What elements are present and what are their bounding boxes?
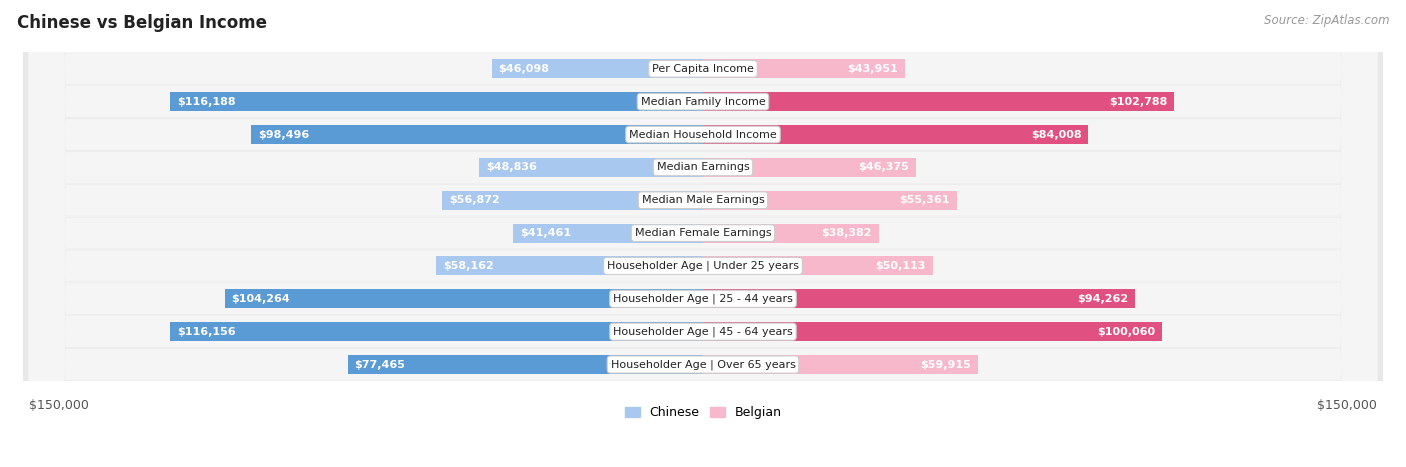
Bar [513,224,703,243]
Text: Householder Age | 45 - 64 years: Householder Age | 45 - 64 years [613,326,793,337]
FancyBboxPatch shape [28,0,1378,467]
Text: $38,382: $38,382 [821,228,872,238]
Text: Householder Age | Under 25 years: Householder Age | Under 25 years [607,261,799,271]
Text: Householder Age | 25 - 44 years: Householder Age | 25 - 44 years [613,294,793,304]
FancyBboxPatch shape [28,0,1378,467]
Bar [252,125,703,144]
Text: $116,156: $116,156 [177,327,236,337]
Bar [703,92,1174,111]
Text: Source: ZipAtlas.com: Source: ZipAtlas.com [1264,14,1389,27]
Text: $48,836: $48,836 [486,163,537,172]
FancyBboxPatch shape [24,0,1382,467]
FancyBboxPatch shape [28,0,1378,467]
Text: Median Earnings: Median Earnings [657,163,749,172]
FancyBboxPatch shape [28,0,1378,467]
Text: $41,461: $41,461 [520,228,571,238]
Bar [703,289,1136,308]
Text: $84,008: $84,008 [1031,129,1081,140]
FancyBboxPatch shape [24,0,1382,467]
Bar [703,125,1088,144]
Text: $150,000: $150,000 [28,399,89,412]
Text: $104,264: $104,264 [232,294,291,304]
Text: $43,951: $43,951 [846,64,897,74]
Bar [703,158,915,177]
Bar [436,256,703,276]
Text: Median Household Income: Median Household Income [628,129,778,140]
FancyBboxPatch shape [28,0,1378,467]
FancyBboxPatch shape [24,0,1382,467]
Bar [703,322,1161,341]
Text: Median Family Income: Median Family Income [641,97,765,106]
Text: $116,188: $116,188 [177,97,236,106]
Bar [347,355,703,374]
FancyBboxPatch shape [24,0,1382,467]
Text: $59,915: $59,915 [920,360,972,369]
Bar [479,158,703,177]
Text: Householder Age | Over 65 years: Householder Age | Over 65 years [610,359,796,370]
Bar [703,256,932,276]
Text: $102,788: $102,788 [1109,97,1167,106]
FancyBboxPatch shape [24,0,1382,467]
Text: $46,098: $46,098 [499,64,550,74]
FancyBboxPatch shape [28,0,1378,467]
Text: Median Female Earnings: Median Female Earnings [634,228,772,238]
Bar [170,92,703,111]
Text: Median Male Earnings: Median Male Earnings [641,195,765,205]
Text: $58,162: $58,162 [443,261,494,271]
Text: $98,496: $98,496 [259,129,309,140]
Text: Chinese vs Belgian Income: Chinese vs Belgian Income [17,14,267,32]
Bar [703,191,957,210]
Text: $56,872: $56,872 [449,195,499,205]
FancyBboxPatch shape [28,0,1378,467]
Text: $50,113: $50,113 [876,261,927,271]
FancyBboxPatch shape [24,0,1382,467]
Text: $77,465: $77,465 [354,360,405,369]
Bar [703,59,904,78]
Text: $94,262: $94,262 [1077,294,1129,304]
Text: $55,361: $55,361 [900,195,950,205]
Bar [225,289,703,308]
FancyBboxPatch shape [24,0,1382,467]
Bar [703,224,879,243]
Text: Per Capita Income: Per Capita Income [652,64,754,74]
Bar [170,322,703,341]
FancyBboxPatch shape [28,0,1378,467]
FancyBboxPatch shape [28,0,1378,467]
Text: $46,375: $46,375 [858,163,908,172]
Bar [492,59,703,78]
Bar [441,191,703,210]
Text: $150,000: $150,000 [1317,399,1378,412]
FancyBboxPatch shape [28,0,1378,467]
FancyBboxPatch shape [24,0,1382,467]
FancyBboxPatch shape [24,0,1382,467]
Text: $100,060: $100,060 [1097,327,1156,337]
Bar [703,355,977,374]
Legend: Chinese, Belgian: Chinese, Belgian [620,401,786,424]
FancyBboxPatch shape [24,0,1382,467]
